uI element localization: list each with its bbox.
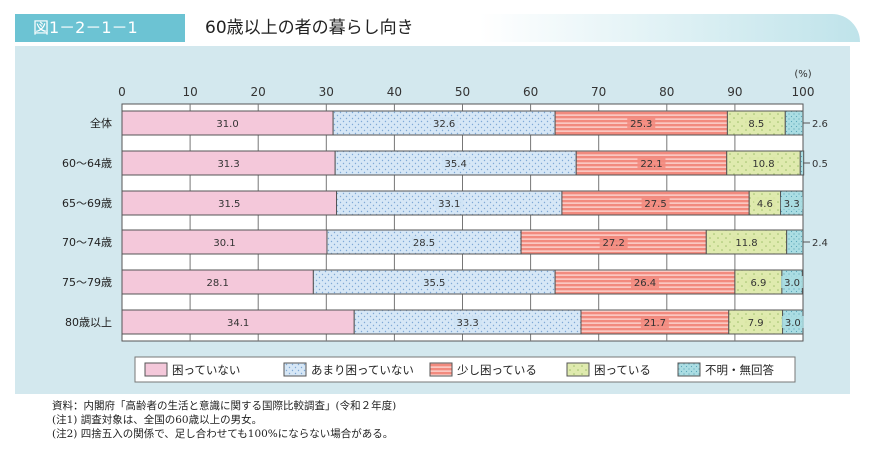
value-label: 22.1	[640, 159, 662, 170]
value-label-bg	[641, 197, 670, 209]
notes: 資料：内閣府「高齢者の生活と意識に関する国際比較調査」(令和２年度) (注1) …	[52, 399, 396, 441]
x-tick-label: 100	[792, 85, 815, 99]
value-label: 2.4	[812, 238, 828, 249]
value-label-bg	[627, 117, 656, 129]
bar-segment	[121, 190, 338, 216]
bar-segment	[784, 110, 804, 136]
value-label: 3.3	[784, 199, 800, 210]
category-label: 80歳以上	[65, 316, 112, 329]
value-label: 8.5	[748, 119, 764, 130]
value-label-bg	[749, 157, 778, 169]
x-tick-label: 0	[118, 85, 126, 99]
value-label: 11.8	[735, 238, 757, 249]
value-label-bg	[781, 276, 804, 288]
value-label-bg	[640, 316, 669, 328]
x-tick-label: 40	[387, 85, 402, 99]
value-label-bg	[637, 157, 666, 169]
value-label-bg	[744, 316, 767, 328]
value-label-bg	[420, 276, 449, 288]
value-label: 2.6	[812, 119, 828, 130]
x-tick-label: 30	[319, 85, 334, 99]
value-label-bg	[631, 276, 660, 288]
source-note: 資料：内閣府「高齢者の生活と意識に関する国際比較調査」(令和２年度)	[52, 400, 397, 412]
category-label: 60～64歳	[62, 157, 112, 170]
value-label: 31.5	[218, 199, 240, 210]
value-label: 10.8	[752, 159, 774, 170]
value-label: 3.0	[784, 278, 800, 289]
value-label: 27.2	[603, 238, 625, 249]
value-label: 3.0	[785, 318, 801, 329]
category-label: 全体	[90, 116, 112, 130]
value-label: 34.1	[227, 318, 249, 329]
x-tick-label: 60	[523, 85, 538, 99]
legend-label: 困っている	[594, 363, 651, 377]
note-1: (注1) 調査対象は、全国の60歳以上の男女。	[52, 414, 263, 426]
x-tick-label: 70	[591, 85, 606, 99]
bar-segment	[121, 309, 355, 335]
x-tick-label: 80	[659, 85, 674, 99]
bar-segment	[121, 269, 314, 295]
legend-label: あまり困っていない	[311, 363, 414, 377]
value-label: 30.1	[213, 238, 235, 249]
value-label-bg	[732, 236, 761, 248]
figure-title: 60歳以上の者の暮らし向き	[205, 18, 414, 38]
value-label: 35.4	[445, 159, 467, 170]
value-label-bg	[435, 197, 464, 209]
note-2: (注2) 四捨五入の関係で、足し合わせても100%にならない場合がある。	[52, 428, 394, 440]
value-label: 31.0	[216, 119, 238, 130]
value-label-bg	[747, 276, 770, 288]
bar-segment	[121, 150, 336, 176]
figure-number: 図1－2－1－1	[15, 14, 185, 42]
value-label-bg	[453, 316, 482, 328]
category-label: 70～74歳	[62, 236, 112, 249]
unit-label: (%)	[794, 69, 811, 80]
value-label: 33.1	[438, 199, 460, 210]
bar-segment	[353, 309, 582, 335]
legend-swatch	[144, 362, 168, 377]
value-label: 35.5	[423, 278, 445, 289]
value-label: 7.9	[748, 318, 764, 329]
value-label: 25.3	[630, 119, 652, 130]
value-label: 26.4	[634, 278, 656, 289]
category-label: 75～79歳	[62, 276, 112, 289]
value-label-bg	[441, 157, 470, 169]
value-label: 27.5	[644, 199, 666, 210]
category-label: 65～69歳	[62, 197, 112, 210]
value-label: 28.1	[207, 278, 229, 289]
value-label-bg	[781, 316, 804, 328]
legend-label: 不明・無回答	[705, 363, 774, 377]
value-label-bg	[780, 197, 803, 209]
value-label-bg	[599, 236, 628, 248]
value-label: 21.7	[644, 318, 666, 329]
legend-label: 少し困っている	[457, 363, 537, 377]
value-label: 0.5	[812, 159, 828, 170]
x-tick-label: 20	[251, 85, 266, 99]
legend-label: 困っていない	[172, 363, 240, 377]
value-label: 31.3	[217, 159, 239, 170]
value-label-bg	[430, 117, 459, 129]
bar-segment	[786, 229, 804, 255]
value-label: 6.9	[750, 278, 766, 289]
value-label-bg	[410, 236, 439, 248]
x-tick-label: 10	[182, 85, 197, 99]
value-label: 32.6	[433, 119, 455, 130]
value-label-bg	[745, 117, 768, 129]
value-label: 28.5	[413, 238, 435, 249]
legend-swatch	[283, 362, 307, 377]
legend-swatch	[677, 362, 701, 377]
value-label: 33.3	[456, 318, 478, 329]
value-label-bg	[753, 197, 776, 209]
value-label: 4.6	[757, 199, 773, 210]
legend-swatch	[566, 362, 590, 377]
bar-segment	[121, 110, 334, 136]
x-tick-label: 90	[727, 85, 742, 99]
legend-swatch	[429, 362, 453, 377]
x-tick-label: 50	[455, 85, 470, 99]
